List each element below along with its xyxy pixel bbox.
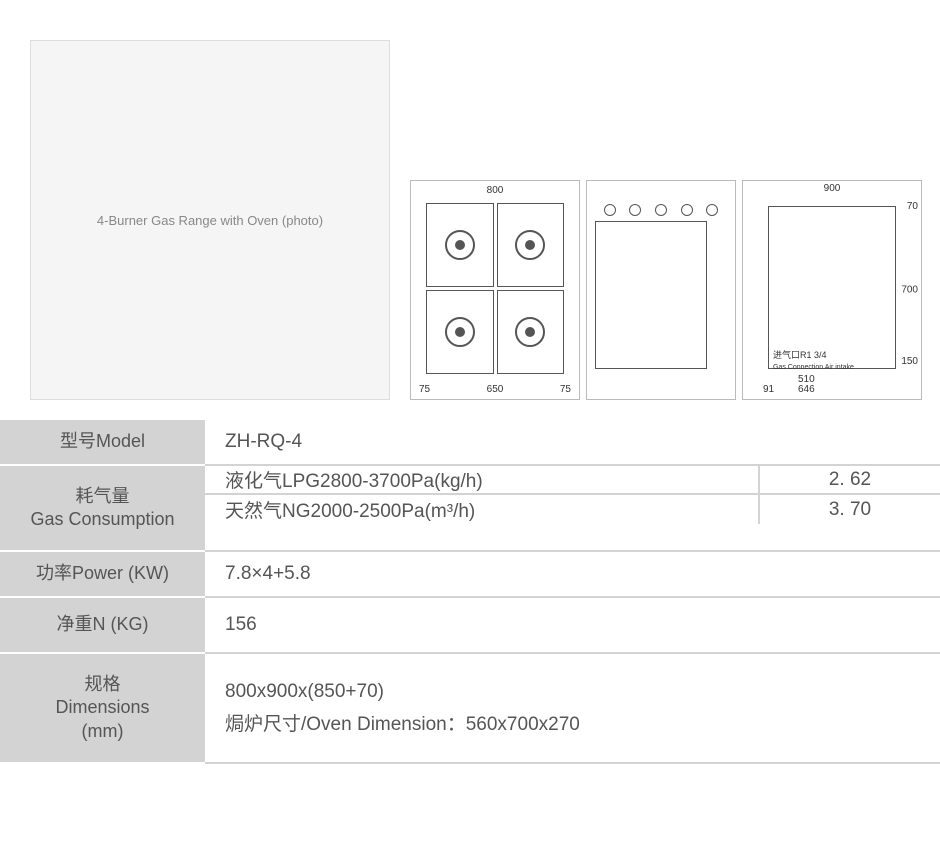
knob-row xyxy=(597,201,725,219)
gas-ng-label: 天然气NG2000-2500Pa(m³/h) xyxy=(205,495,760,524)
dim-side-bl: 91 xyxy=(763,384,774,395)
spec-header-model: 型号Model xyxy=(0,420,205,466)
dim-side-width: 900 xyxy=(824,183,841,194)
dim-side-h-mid: 700 xyxy=(901,285,918,296)
gas-lpg-value: 2. 62 xyxy=(760,466,940,495)
drawing-front-view xyxy=(586,180,736,400)
knob-icon xyxy=(655,204,667,216)
dim-side-bm: 646 xyxy=(798,384,815,395)
oven-side-outline xyxy=(768,206,896,369)
dim-line1: 800x900x(850+70) xyxy=(225,681,384,703)
knob-icon xyxy=(706,204,718,216)
spec-header-gas-cn: 耗气量 xyxy=(76,485,130,508)
spec-header-dimensions: 规格 Dimensions (mm) xyxy=(0,654,205,764)
oven-front-outline xyxy=(595,221,707,369)
spec-value-gas: 液化气LPG2800-3700Pa(kg/h) 2. 62 天然气NG2000-… xyxy=(205,466,940,552)
drawing-side-view: 900 70 700 150 进气口R1 3/4 Gas Connection … xyxy=(742,180,922,400)
dim-top-center: 650 xyxy=(487,384,504,395)
top-section: 4-Burner Gas Range with Oven (photo) 800… xyxy=(0,0,940,420)
spec-header-weight-text: 净重N (KG) xyxy=(57,613,149,636)
spec-table: 型号Model ZH-RQ-4 耗气量 Gas Consumption 液化气L… xyxy=(0,420,940,764)
spec-header-power-text: 功率Power (KW) xyxy=(36,562,169,585)
burner-grid xyxy=(426,203,564,374)
product-photo: 4-Burner Gas Range with Oven (photo) xyxy=(30,40,390,400)
knob-icon xyxy=(629,204,641,216)
inlet-label-cn: 进气口R1 3/4 xyxy=(773,348,827,361)
technical-drawings: 800 75 650 75 900 70 700 xyxy=(410,40,940,410)
spec-header-dim-cn: 规格 xyxy=(85,673,121,696)
burner-icon xyxy=(426,203,494,287)
burner-icon xyxy=(426,290,494,374)
dim-top-left: 75 xyxy=(419,384,430,395)
product-photo-area: 4-Burner Gas Range with Oven (photo) xyxy=(0,40,410,420)
spec-value-dimensions: 800x900x(850+70) 焗炉尺寸/Oven Dimension：560… xyxy=(205,654,940,764)
dim-top-width: 800 xyxy=(487,185,504,196)
knob-icon xyxy=(681,204,693,216)
gas-ng-value: 3. 70 xyxy=(760,495,940,524)
spec-header-dim-en1: Dimensions xyxy=(55,696,149,719)
inlet-label-en: Gas Connection Air intake xyxy=(773,364,854,371)
spec-header-gas: 耗气量 Gas Consumption xyxy=(0,466,205,552)
spec-header-weight: 净重N (KG) xyxy=(0,598,205,654)
dim-side-h-top: 70 xyxy=(907,201,918,212)
spec-value-model: ZH-RQ-4 xyxy=(205,420,940,466)
burner-icon xyxy=(497,203,565,287)
spec-value-power: 7.8×4+5.8 xyxy=(205,552,940,598)
dim-line2: 焗炉尺寸/Oven Dimension：560x700x270 xyxy=(225,709,580,736)
dim-side-h-bot: 150 xyxy=(901,356,918,367)
spec-header-power: 功率Power (KW) xyxy=(0,552,205,598)
knob-icon xyxy=(604,204,616,216)
burner-icon xyxy=(497,290,565,374)
drawing-top-view: 800 75 650 75 xyxy=(410,180,580,400)
dim-side-br: 510 xyxy=(798,374,815,385)
spec-header-model-text: 型号Model xyxy=(60,430,145,453)
spec-header-dim-en2: (mm) xyxy=(82,720,124,743)
spec-header-gas-en: Gas Consumption xyxy=(30,508,174,531)
spec-value-weight: 156 xyxy=(205,598,940,654)
dim-top-right: 75 xyxy=(560,384,571,395)
gas-lpg-label: 液化气LPG2800-3700Pa(kg/h) xyxy=(205,466,760,495)
